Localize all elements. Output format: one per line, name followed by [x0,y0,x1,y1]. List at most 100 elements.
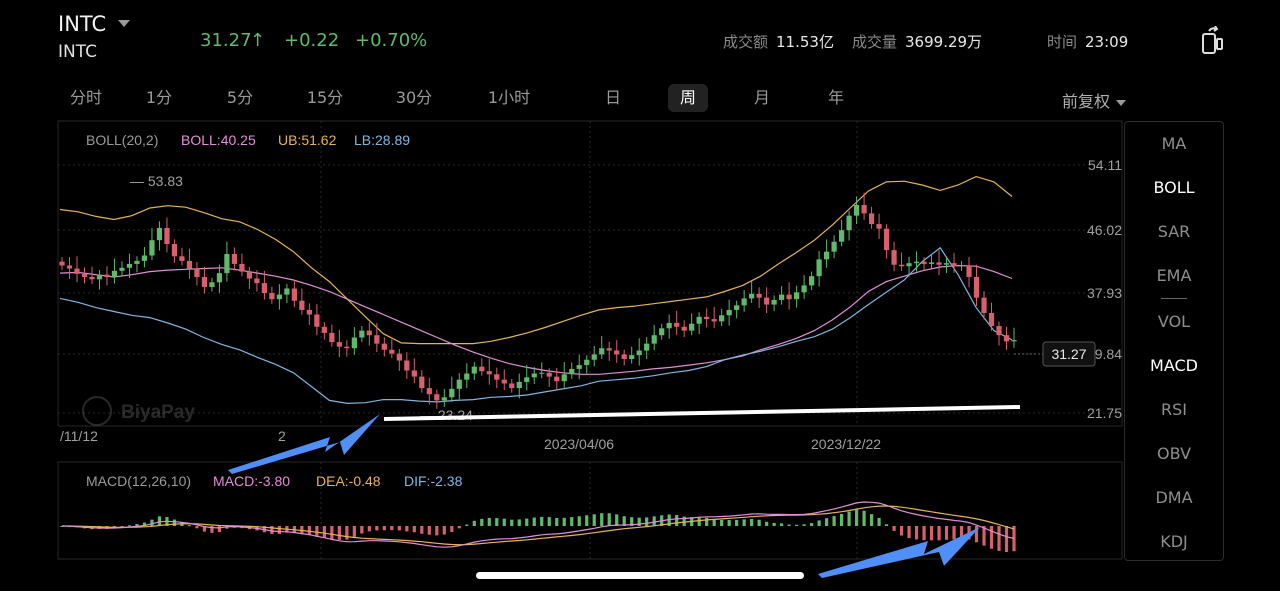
macd-bar [345,526,349,540]
rotate-screen-icon[interactable] [1200,26,1226,56]
candle-body [134,260,140,264]
time-value: 23:09 [1085,33,1129,51]
macd-bar [555,518,559,526]
indicator-kdj[interactable]: KDJ [1160,532,1188,551]
stock-chart: BiyaPay BOLL(20,2) BOLL:40.25 UB:51.62 LB:2… [57,120,1123,578]
turnover-stat: 成交额 11.53亿 [723,31,834,52]
x-tick-label: 2 [278,428,286,444]
macd-bar [435,526,439,536]
macd-bar [210,526,214,533]
candle-body [156,227,163,241]
candle-body [951,263,957,267]
watermark: BiyaPay [82,396,195,426]
candle-body [629,355,635,359]
macd-bar [720,519,724,526]
tab-6[interactable]: 日 [604,88,621,107]
time-label: 时间 [1047,33,1078,51]
tab-2[interactable]: 5分 [226,88,254,107]
indicator-macd[interactable]: MACD [1150,356,1198,375]
macd-bar [570,517,574,526]
candle-body [943,263,950,265]
macd-bar [757,519,761,526]
macd-bar [517,519,521,526]
candle-body [636,350,642,356]
indicator-rsi[interactable]: RSI [1161,400,1187,419]
candle-body [119,267,125,271]
indicator-dma[interactable]: DMA [1155,488,1193,507]
macd-bar [577,516,581,526]
macd-bar [480,518,484,526]
indicator-boll[interactable]: BOLL [1153,178,1195,197]
turnover-value: 11.53亿 [776,33,834,51]
macd-bar [420,526,424,534]
candle-body [786,294,792,300]
macd-bar [959,526,964,539]
candle-body [741,298,747,306]
symbol-title[interactable]: INTC [58,12,107,36]
macd-bar [907,526,911,539]
macd-bar [914,526,919,540]
chart-labels: BOLL(20,2) BOLL:40.25 UB:51.62 LB:28.89 54.1… [60,132,1122,578]
candle-body [816,259,822,277]
volume-value: 3699.29万 [905,33,983,51]
macd-bar [989,526,994,549]
indicator-sar[interactable]: SAR [1157,222,1191,241]
macd-bar [277,526,281,534]
indicator-ema[interactable]: EMA [1156,266,1192,285]
macd-bar [847,511,851,526]
macd-bar [532,517,536,526]
candle-body [928,262,935,264]
candle-body [111,270,118,277]
macd-bar [472,520,476,526]
candle-body [171,244,178,257]
adjust-dropdown[interactable]: 前复权 [1062,88,1126,112]
candle-body [366,330,372,336]
tab-9[interactable]: 年 [827,88,844,107]
volume-stat: 成交量 3699.29万 [852,31,982,52]
macd-bar [135,524,139,526]
tab-1[interactable]: 1分 [145,88,173,107]
last-price-label: 31.27 [1051,346,1086,362]
macd-bar [854,509,859,526]
home-indicator[interactable] [476,572,804,579]
macd-bar [712,519,716,526]
candle-body [614,350,620,355]
indicator-panel: MA BOLL SAR EMA VOL MACD RSI OBV DMA KDJ [1124,121,1224,561]
candle-body [749,293,755,299]
macd-bar [727,519,731,526]
macd-bar [270,526,274,534]
candle-body [96,274,103,280]
watermark-text: BiyaPay [121,402,195,423]
candle-body [569,368,575,375]
tab-0[interactable]: 分时 [69,88,102,107]
candle-body [823,251,830,260]
candle-body [344,346,350,349]
dif-line [61,501,1015,548]
tab-7[interactable]: 周 [668,84,708,112]
chevron-down-icon[interactable] [118,20,130,27]
candle-body [831,241,837,252]
tab-4[interactable]: 30分 [395,88,433,107]
tab-3[interactable]: 15分 [306,88,344,107]
candle-body [966,265,972,277]
boll-legend-name: BOLL(20,2) [86,132,158,148]
tab-5[interactable]: 1小时 [487,88,531,107]
tab-8[interactable]: 月 [753,88,770,107]
macd-bar [735,519,739,526]
candle-body [479,366,485,372]
macd-bar [982,526,986,546]
candle-body [606,348,612,351]
boll-lower-band [59,246,1013,405]
macd-bar [884,524,889,526]
boll-legend-mid: BOLL:40.25 [181,132,256,148]
candle-body [126,263,133,268]
indicator-vol[interactable]: VOL [1157,312,1191,331]
indicator-obv[interactable]: OBV [1156,444,1192,463]
candle-body [224,253,230,274]
macd-legend-dif: DIF:-2.38 [404,473,463,489]
candle-body [149,240,155,256]
indicator-ma[interactable]: MA [1161,134,1187,153]
candle-body [898,264,905,267]
boll-middle-band [59,264,1013,375]
macd-bar [172,519,177,526]
